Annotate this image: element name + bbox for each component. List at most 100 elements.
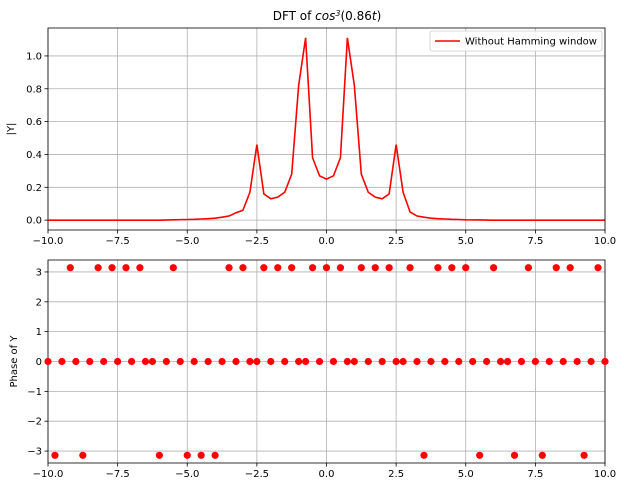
bottom-ytick-label: 3 [36,267,42,278]
top-ytick-label: 1.0 [26,51,42,62]
top-ytick-label: 0.0 [26,216,42,227]
scatter-point [483,357,491,366]
title-arg-var: t [372,9,378,23]
scatter-point [66,264,74,272]
scatter-point [58,357,66,366]
scatter-point [197,451,205,459]
bottom-ytick-label: −2 [27,417,42,428]
top-xtick-label: −5.0 [175,236,199,247]
bottom-chart: −10.0 −7.5 −5.0 −2.5 0.0 2.5 5.0 7.5 10.0 −3 −2 −1 0… [9,259,616,480]
scatter-point [566,264,574,272]
bottom-ytick-label: −3 [27,447,42,458]
bottom-xtick-label: −2.5 [245,469,269,480]
scatter-point [573,357,581,366]
top-ylabel: |Y| [6,123,17,136]
top-ytick-label: 0.2 [26,183,42,194]
top-xtick-label: 5.0 [458,236,474,247]
scatter-point [329,357,338,366]
scatter-point [302,357,310,366]
scatter-point [176,357,184,366]
top-ytick-label: 0.4 [26,150,42,161]
scatter-point [260,264,268,272]
scatter-point [162,357,170,366]
scatter-point [155,451,163,459]
bottom-ytick-label: −1 [27,387,42,398]
bottom-ytick-label: 1 [36,327,42,338]
bottom-ylabel: Phase of Y [9,335,20,388]
scatter-point [413,357,421,366]
scatter-point [136,264,144,272]
scatter-point [343,357,351,366]
scatter-point [448,264,456,272]
scatter-point [79,451,87,459]
scatter-point [524,264,533,272]
scatter-point [267,357,275,366]
scatter-point [545,357,553,366]
top-ytick-label: 0.6 [26,117,42,128]
scatter-point [503,357,512,366]
scatter-point [434,264,442,272]
top-chart-title: DFT of cos3(0.86t) [273,9,382,24]
scatter-point [336,264,345,272]
series-line-0 [48,37,605,221]
scatter-point [141,357,150,366]
scatter-point [100,357,108,366]
scatter-point [86,357,94,366]
scatter-point [399,357,407,366]
scatter-point [580,451,588,459]
top-xtick-label: 0.0 [319,236,335,247]
bottom-xtick-label: 2.5 [388,469,404,480]
scatter-point [531,357,539,366]
scatter-point [288,264,296,272]
bottom-xtick-label: 0.0 [319,469,335,480]
bottom-ytick-label: 2 [36,297,42,308]
scatter-point [72,357,80,366]
scatter-point [232,357,240,366]
scatter-point [94,264,102,272]
scatter-point [183,451,191,459]
title-arg-close: ) [377,9,382,23]
top-xtick-label: −2.5 [245,236,269,247]
scatter-point [469,357,477,366]
scatter-point [378,357,386,366]
scatter-point [510,451,519,459]
scatter-point [281,357,289,366]
scatter-point [225,264,233,272]
bottom-xtick-label: 5.0 [458,469,474,480]
scatter-point [211,451,219,459]
scatter-point [601,357,609,366]
scatter-point [357,264,365,272]
scatter-point [420,451,428,459]
bottom-ytick-label: 0 [36,357,42,368]
scatter-point [148,357,157,366]
scatter-point [295,357,303,366]
scatter-point [455,357,463,366]
scatter-point [190,357,198,366]
scatter-point [538,451,546,459]
scatter-point [274,264,282,272]
bottom-xtick-label: −5.0 [175,469,199,480]
scatter-point [594,264,602,272]
scatter-point [490,264,498,272]
scatter-point [108,264,116,272]
top-xtick-label: −7.5 [105,236,129,247]
scatter-point [559,357,567,366]
bottom-xtick-label: 10.0 [594,469,616,480]
scatter-point [552,264,560,272]
top-xtick-label: 10.0 [594,236,616,247]
scatter-point [385,264,393,272]
scatter-point [127,357,136,366]
title-exponent: 3 [335,9,340,18]
scatter-point [315,357,324,366]
top-xtick-label: 7.5 [527,236,543,247]
scatter-point [406,264,414,272]
scatter-point [350,357,358,366]
legend-label: Without Hamming window [465,37,597,48]
title-func: cos [315,9,335,23]
top-xtick-label: 2.5 [388,236,404,247]
scatter-point [308,264,317,272]
scatter-point [587,357,595,366]
top-ytick-label: 0.8 [26,84,42,95]
bottom-xtick-label: 7.5 [527,469,543,480]
